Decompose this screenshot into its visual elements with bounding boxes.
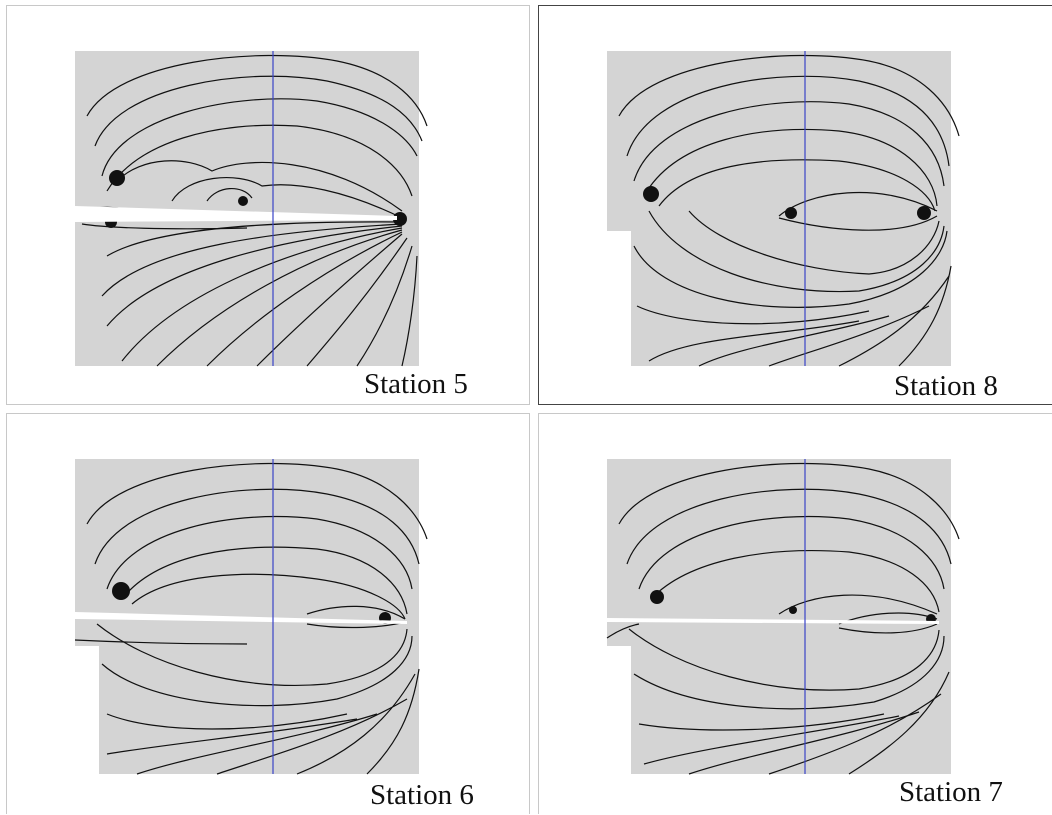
panel-station-6: Station 6 bbox=[6, 413, 530, 814]
unmeasured-region bbox=[607, 231, 631, 366]
panel-label: Station 7 bbox=[899, 776, 1003, 808]
wing-section bbox=[607, 618, 939, 624]
panel-station-7: Station 7 bbox=[538, 413, 1052, 814]
panel-label: Station 5 bbox=[364, 368, 468, 400]
streamline-plot-station-5 bbox=[75, 51, 428, 367]
wing-section bbox=[75, 206, 397, 222]
panel-station-5: Station 5 bbox=[6, 5, 530, 405]
unmeasured-region bbox=[607, 646, 631, 774]
wing-section bbox=[75, 612, 407, 624]
vortex-cores bbox=[643, 186, 931, 220]
streamline-plot-station-7 bbox=[606, 459, 960, 775]
streamlines bbox=[81, 54, 428, 367]
flow-field-background bbox=[607, 51, 951, 366]
panel-station-8: Station 8 bbox=[538, 5, 1052, 405]
streamline-plot-station-8 bbox=[607, 51, 960, 367]
panel-label: Station 6 bbox=[370, 779, 474, 811]
streamlines bbox=[606, 462, 960, 775]
flow-field-background bbox=[607, 459, 951, 774]
unmeasured-region bbox=[75, 646, 99, 774]
panel-label: Station 8 bbox=[894, 370, 998, 402]
streamline-plot-station-6 bbox=[74, 459, 428, 775]
streamlines bbox=[74, 462, 428, 775]
streamlines bbox=[618, 54, 960, 367]
